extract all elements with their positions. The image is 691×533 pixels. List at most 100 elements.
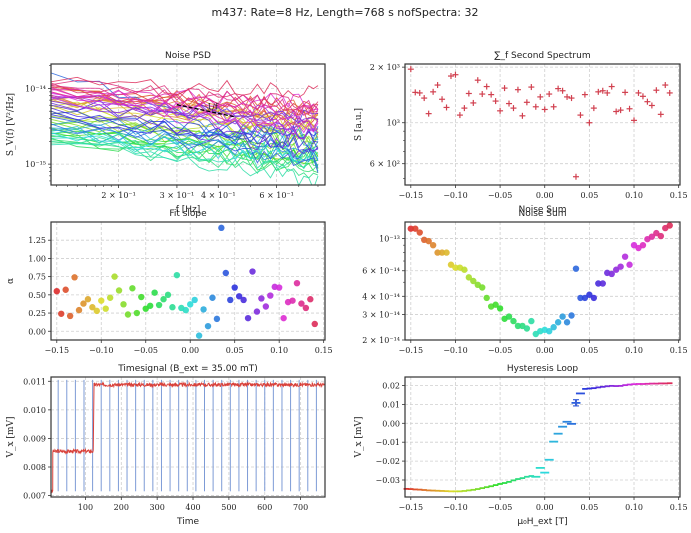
y-tick-label: 6 × 10² <box>370 160 400 169</box>
x-tick-label: 0.10 <box>625 503 643 512</box>
psd-series-line <box>51 124 319 155</box>
psd-series-line <box>51 130 319 163</box>
noise-sum-point <box>407 225 415 232</box>
noise-sum-point <box>496 305 504 312</box>
x-tick-label: 0.00 <box>536 346 554 355</box>
grid <box>405 377 680 497</box>
noise-sum-point <box>586 291 593 298</box>
axes-frame <box>404 221 681 341</box>
fit-slope-point <box>267 292 274 299</box>
second-spectrum-point <box>501 85 508 92</box>
psd-series-line <box>51 76 319 98</box>
second-spectrum-point <box>479 91 486 98</box>
noise-sum-point <box>666 222 673 229</box>
second-spectrum-point <box>559 87 566 94</box>
hysteresis-panel: −0.15 −0.10 −0.05 0.00 0.05 0.10 0.15 −0.03 −0.0… <box>354 364 688 527</box>
panel-title: Fit slope <box>169 209 207 219</box>
second-spectrum-point <box>564 93 571 100</box>
psd-series-line <box>51 95 319 132</box>
second-spectrum-point <box>662 82 669 89</box>
noise-sum-point <box>621 253 629 260</box>
noise-sum-point <box>492 301 499 308</box>
second-spectrum-point <box>456 112 463 119</box>
second-spectrum-point <box>631 117 638 124</box>
noise-sum-point <box>483 294 490 302</box>
y-tick-label: −0.03 <box>375 476 400 485</box>
noise-sum-point <box>545 327 553 335</box>
noise-sum-point <box>510 317 517 325</box>
noise-sum-point <box>563 319 571 326</box>
fit-slope-point <box>289 297 296 304</box>
second-spectrum-point <box>510 105 517 112</box>
noise-sum-point <box>617 263 624 270</box>
psd-series-line <box>51 93 319 116</box>
fit-slope-point <box>80 300 87 307</box>
fit-slope-point <box>111 273 118 280</box>
fit-slope-point <box>173 271 181 279</box>
panel-title: Noise Sum <box>518 209 566 219</box>
panel-title: Timesignal (B_ext = 35.00 mT) <box>117 364 258 374</box>
x-tick-label: −0.05 <box>488 191 513 200</box>
psd-series-line <box>51 92 319 136</box>
second-spectrum-point <box>590 105 597 112</box>
noise-sum-point <box>608 270 615 278</box>
timesignal-panel: 100 200 300 400 500 600 700 0.007 0.008 0.009 0.01… <box>6 364 326 527</box>
y-tick-label: 10⁻¹³ <box>379 235 400 244</box>
second-spectrum-point <box>639 93 646 100</box>
fit-slope-point <box>280 314 287 322</box>
noise-sum-point <box>595 280 602 287</box>
second-spectrum-point <box>488 91 495 98</box>
x-tick-label: 0.00 <box>536 191 554 200</box>
fit-slope-point <box>311 320 318 328</box>
second-spectrum-point <box>546 91 553 98</box>
x-axis-label: Noise Sum <box>518 205 566 215</box>
psd-series-line <box>51 134 319 185</box>
second-spectrum-point <box>483 83 490 90</box>
fit-slope-point <box>231 284 238 291</box>
y-axis-label: V_x [mV] <box>6 417 16 459</box>
second-spectrum-point <box>586 119 593 126</box>
grid <box>405 222 680 341</box>
noise-sum-point <box>416 229 423 236</box>
noise-sum-point <box>626 261 633 268</box>
y-tick-label: 2 × 10⁻¹⁴ <box>362 336 400 345</box>
x-tick-label: 200 <box>114 503 129 512</box>
second-spectrum-point <box>461 105 468 112</box>
x-tick-label: −0.15 <box>399 346 424 355</box>
axes-frame <box>50 63 326 186</box>
x-tick-label: 100 <box>78 503 93 512</box>
fit-slope-point <box>120 301 127 308</box>
fit-slope-point <box>209 294 216 301</box>
fit-slope-point <box>98 297 105 304</box>
y-tick-label: 0.010 <box>23 406 46 415</box>
y-axis-label: S [a.u.] <box>354 108 364 141</box>
one-over-f-reference-line <box>176 104 236 118</box>
x-tick-label: 400 <box>185 503 200 512</box>
x-tick-label: −0.05 <box>133 346 158 355</box>
second-spectrum-point <box>519 112 526 119</box>
y-tick-label: 0.25 <box>28 309 46 318</box>
noise-sum-point <box>514 322 522 330</box>
y-tick-label: 2 × 10³ <box>370 63 400 72</box>
second-spectrum-point <box>470 99 477 106</box>
fit-slope-point <box>249 268 256 275</box>
x-tick-label: 0.15 <box>670 191 688 200</box>
fit-slope-point <box>102 305 109 312</box>
y-tick-label: 10³ <box>387 119 400 128</box>
psd-series-line <box>51 139 319 173</box>
fit-slope-point <box>84 296 92 303</box>
x-tick-label: −0.15 <box>399 503 424 512</box>
x-tick-label: −0.05 <box>488 503 513 512</box>
noise-sum-point <box>461 266 468 273</box>
second-spectrum-point <box>599 87 606 94</box>
fit-slope-point <box>213 315 221 323</box>
fit-slope-point <box>262 303 270 310</box>
psd-series-line <box>51 86 319 128</box>
fit-slope-point <box>62 286 69 293</box>
x-tick-label: 0.10 <box>625 346 643 355</box>
second-spectrum-point <box>443 104 450 111</box>
noise-sum-point <box>429 241 437 249</box>
y-tick-label: −0.02 <box>375 457 400 466</box>
y-tick-label: 0.75 <box>28 273 46 282</box>
